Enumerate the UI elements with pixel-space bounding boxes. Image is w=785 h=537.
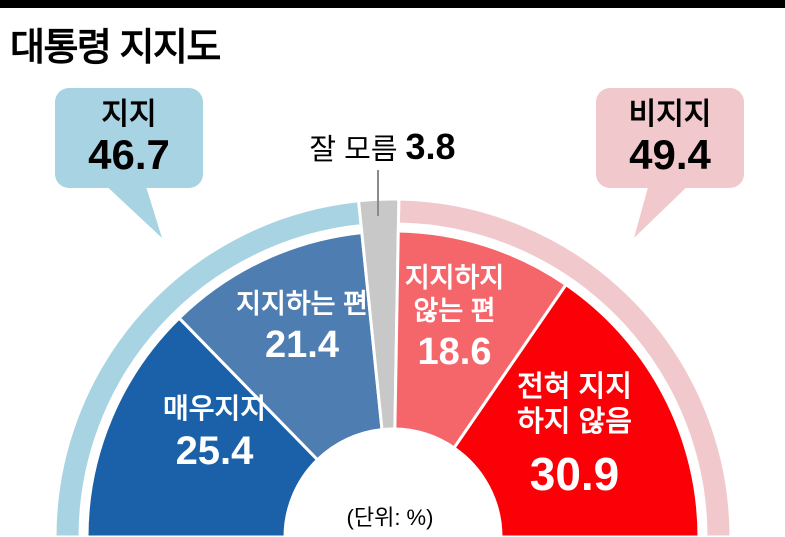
- oppose-callout-value: 49.4: [629, 130, 711, 178]
- support-callout-label: 지지: [101, 98, 157, 132]
- segment-name-line2: 하지 않음: [517, 406, 632, 439]
- segment-value: 25.4: [175, 429, 254, 474]
- ring-arc-oppose: [396, 197, 733, 537]
- support-callout-tail: [100, 180, 162, 238]
- segment-label-strong-support: 매우지지 25.4: [122, 392, 307, 474]
- segment-support-25.4: [85, 315, 320, 537]
- segment-support-21.4: [177, 230, 384, 462]
- top-rule: [0, 0, 785, 8]
- segment-name-line2: 않는 편: [413, 295, 496, 326]
- page-title: 대통령 지지도: [10, 27, 221, 69]
- segment-name-line1: 지지하지: [404, 263, 505, 293]
- segment-name: 지지하는 편: [236, 289, 368, 319]
- segment-name-line1: 전혀 지지: [517, 371, 632, 403]
- dontknow-label: 잘 모름: [309, 134, 398, 166]
- segment-oppose-30.9: [451, 282, 701, 537]
- dontknow-label-group: 잘 모름 3.8: [285, 126, 480, 168]
- segment-value: 21.4: [265, 323, 339, 366]
- segment-name: 매우지지: [162, 393, 267, 424]
- oppose-callout: 비지지 49.4: [596, 88, 744, 188]
- segment-label-strong-oppose: 전혀 지지 하지 않음 30.9: [482, 370, 667, 500]
- support-callout-value: 46.7: [88, 130, 170, 178]
- dontknow-value: 3.8: [405, 126, 456, 167]
- oppose-callout-tail: [634, 180, 694, 238]
- segment-value: 18.6: [417, 330, 492, 373]
- segment-label-somewhat-oppose: 지지하지 않는 편 18.6: [372, 262, 537, 373]
- segment-value: 30.9: [529, 447, 620, 500]
- unit-label: (단위: %): [346, 505, 434, 530]
- segment-label-somewhat-support: 지지하는 편 21.4: [207, 288, 397, 366]
- support-callout: 지지 46.7: [55, 88, 203, 188]
- segment-oppose-18.6: [393, 229, 569, 451]
- oppose-callout-label: 비지지: [628, 98, 712, 132]
- dontknow-pointer-line: [377, 170, 379, 216]
